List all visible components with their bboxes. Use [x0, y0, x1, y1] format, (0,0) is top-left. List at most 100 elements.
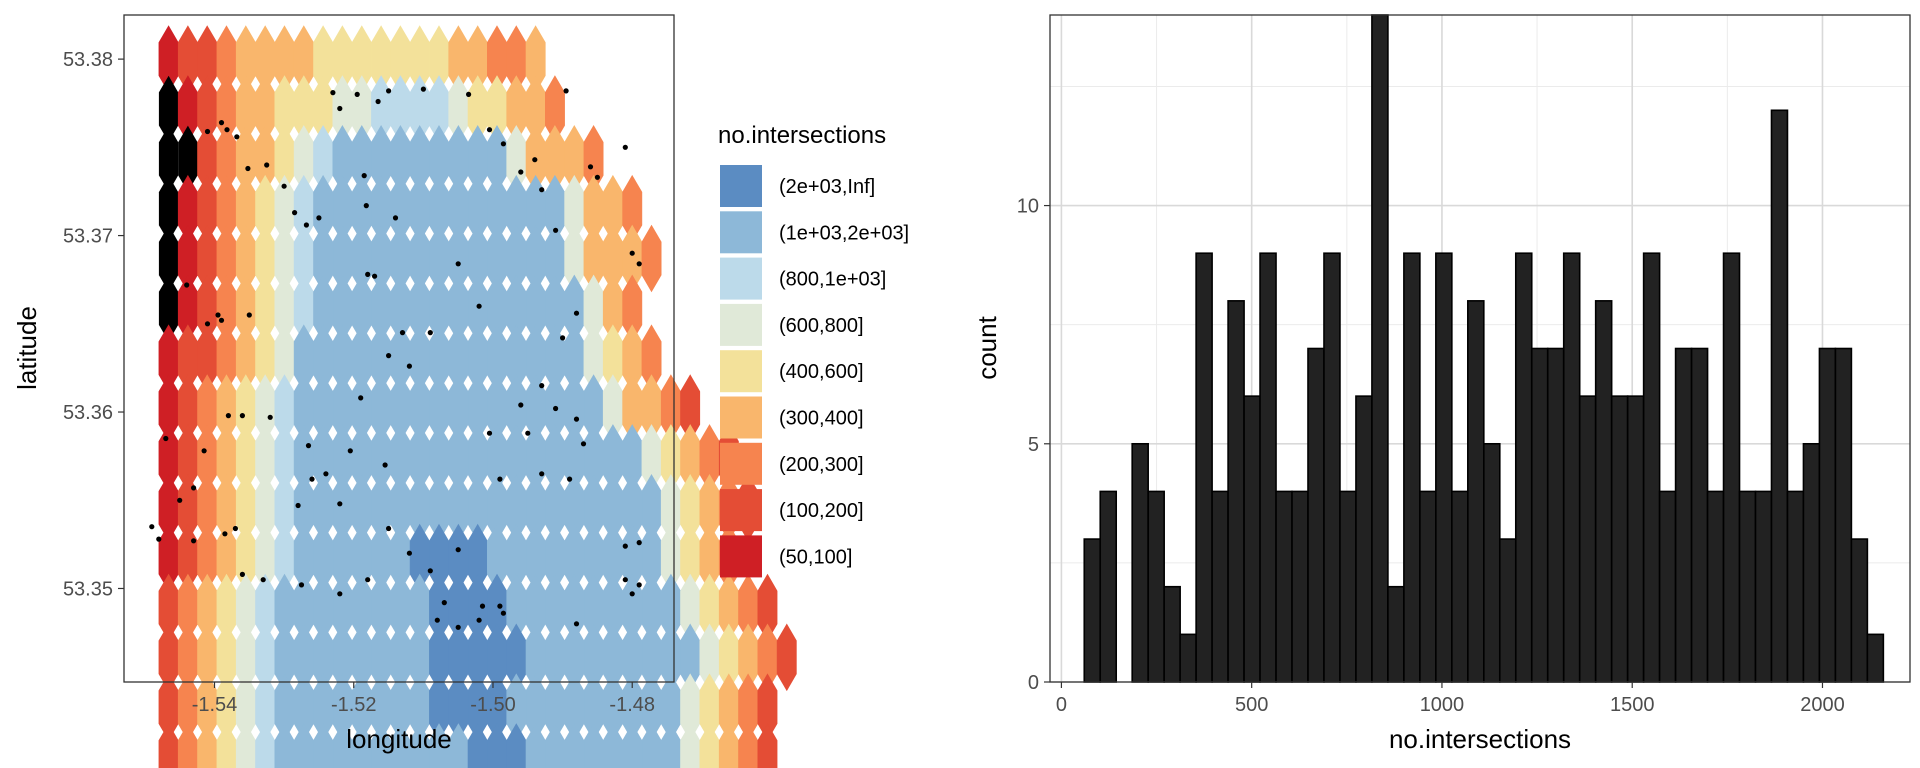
- intersection-point: [539, 187, 545, 193]
- legend-label: (50,100]: [779, 546, 852, 568]
- intersection-point: [218, 120, 225, 126]
- histogram-bar: [1786, 490, 1805, 683]
- intersection-point: [246, 312, 252, 318]
- histogram-bar: [1850, 538, 1869, 683]
- legend-label: (400,600]: [779, 361, 864, 383]
- hex-cell: [158, 275, 179, 342]
- hex-x-tick-label: -1.52: [331, 694, 377, 716]
- hex-x-tick-label: -1.50: [470, 694, 516, 716]
- intersection-point: [622, 577, 628, 583]
- intersection-point: [375, 98, 381, 105]
- intersection-point: [573, 310, 580, 316]
- hist-x-tick-label: 1500: [1610, 694, 1655, 716]
- histogram-bar: [1770, 109, 1789, 683]
- intersection-point: [567, 476, 573, 482]
- histogram-bar: [1323, 252, 1341, 683]
- hex-y-axis-title: latitude: [12, 306, 42, 390]
- histogram-bar: [1802, 442, 1821, 683]
- hex-cell: [158, 125, 179, 192]
- intersection-point: [560, 335, 566, 341]
- legend-swatch: [720, 211, 762, 254]
- histogram-bar: [1451, 490, 1469, 683]
- legend-label: (100,200]: [779, 500, 864, 522]
- hex-y-tick-label: 53.36: [63, 402, 113, 424]
- hex-x-tick-label: -1.48: [609, 694, 655, 716]
- hist-y-axis: 0 5 10: [1017, 196, 1050, 694]
- legend-label: (200,300]: [779, 454, 864, 476]
- intersection-point: [434, 617, 440, 623]
- intersection-point: [281, 183, 287, 189]
- histogram-bar: [1291, 490, 1309, 683]
- legend-swatch: [720, 535, 762, 578]
- histogram-bar: [1658, 490, 1677, 683]
- intersection-point: [337, 105, 343, 112]
- intersection-point: [455, 547, 461, 553]
- hex-cell: [776, 623, 797, 692]
- histogram-bar: [1403, 252, 1421, 683]
- histogram-bar: [1626, 395, 1645, 683]
- hex-points: [149, 86, 642, 630]
- histogram-bar: [1530, 347, 1549, 683]
- hex-x-axis-title: longitude: [346, 724, 452, 754]
- intersection-point: [455, 624, 461, 630]
- intersection-point: [500, 141, 506, 147]
- intersection-point: [580, 441, 587, 447]
- histogram-bar: [1355, 395, 1373, 683]
- histogram-bar: [1387, 585, 1405, 683]
- legend-label: (2e+03,Inf]: [779, 176, 875, 198]
- histogram-bar: [1546, 347, 1565, 683]
- histogram-bar: [1562, 252, 1581, 683]
- hex-x-axis: -1.54 -1.52 -1.50 -1.48: [192, 682, 655, 716]
- hist-x-tick-label: 0: [1056, 694, 1067, 716]
- legend-label: (1e+03,2e+03]: [779, 222, 909, 244]
- hex-y-tick-label: 53.37: [63, 226, 113, 248]
- histogram-bar: [1834, 347, 1853, 683]
- intersection-point: [486, 127, 493, 133]
- histogram-bar: [1211, 490, 1229, 683]
- legend: no.intersections (2e+03,Inf] (1e+03,2e+03…: [718, 122, 909, 578]
- intersection-point: [406, 550, 412, 556]
- hex-panel-border: [123, 14, 675, 683]
- histogram-bar: [1467, 300, 1485, 683]
- intersection-point: [156, 536, 162, 542]
- histogram-bar: [1243, 395, 1261, 683]
- hex-y-tick-label: 53.35: [63, 578, 113, 600]
- intersection-point: [347, 448, 353, 454]
- histogram-bar: [1179, 633, 1197, 683]
- intersection-point: [234, 134, 240, 140]
- intersection-point: [497, 476, 503, 482]
- intersection-point: [191, 485, 197, 491]
- hist-panel-border: [1049, 14, 1911, 683]
- legend-swatch: [720, 350, 762, 393]
- hist-y-tick-label: 0: [1028, 672, 1039, 694]
- hex-cells: [158, 25, 797, 768]
- histogram-bar: [1483, 442, 1501, 683]
- intersection-point: [539, 383, 545, 389]
- hex-y-axis: 53.35 53.36 53.37 53.38: [63, 49, 124, 600]
- histogram-bar: [1195, 252, 1213, 683]
- intersection-point: [303, 222, 309, 228]
- hex-cell: [641, 224, 662, 293]
- histogram-bar: [1642, 252, 1661, 683]
- histogram-bar: [1259, 252, 1277, 683]
- intersection-point: [553, 405, 559, 412]
- histogram-bar: [1578, 395, 1597, 683]
- intersection-point: [525, 430, 531, 436]
- intersection-point: [298, 582, 305, 588]
- hex-y-tick-label: 53.38: [63, 49, 113, 71]
- legend-label: (300,400]: [779, 408, 864, 430]
- intersection-point: [363, 203, 369, 209]
- histogram-bar: [1275, 490, 1293, 683]
- legend-label: (600,800]: [779, 315, 864, 337]
- intersection-point: [218, 317, 225, 323]
- histogram-bar: [1498, 538, 1517, 683]
- intersection-point: [479, 603, 486, 609]
- intersection-point: [500, 610, 506, 616]
- hex-cell: [757, 723, 778, 768]
- intersection-point: [392, 215, 399, 221]
- histogram-bar: [1866, 633, 1885, 683]
- histogram-bar: [1674, 347, 1693, 683]
- hist-x-tick-label: 500: [1235, 694, 1268, 716]
- intersection-point: [386, 88, 392, 94]
